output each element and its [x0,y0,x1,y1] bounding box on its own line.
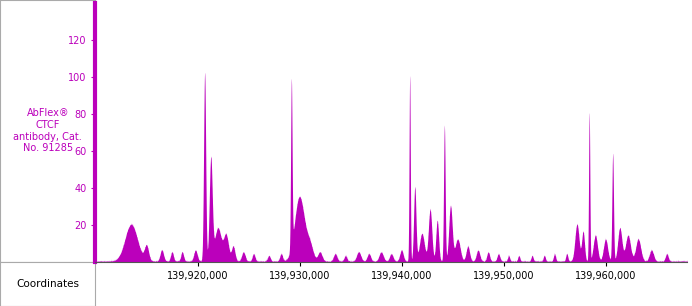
Text: Coordinates: Coordinates [16,279,80,289]
Text: AbFlex®
CTCF
antibody, Cat.
No. 91285: AbFlex® CTCF antibody, Cat. No. 91285 [13,108,82,153]
